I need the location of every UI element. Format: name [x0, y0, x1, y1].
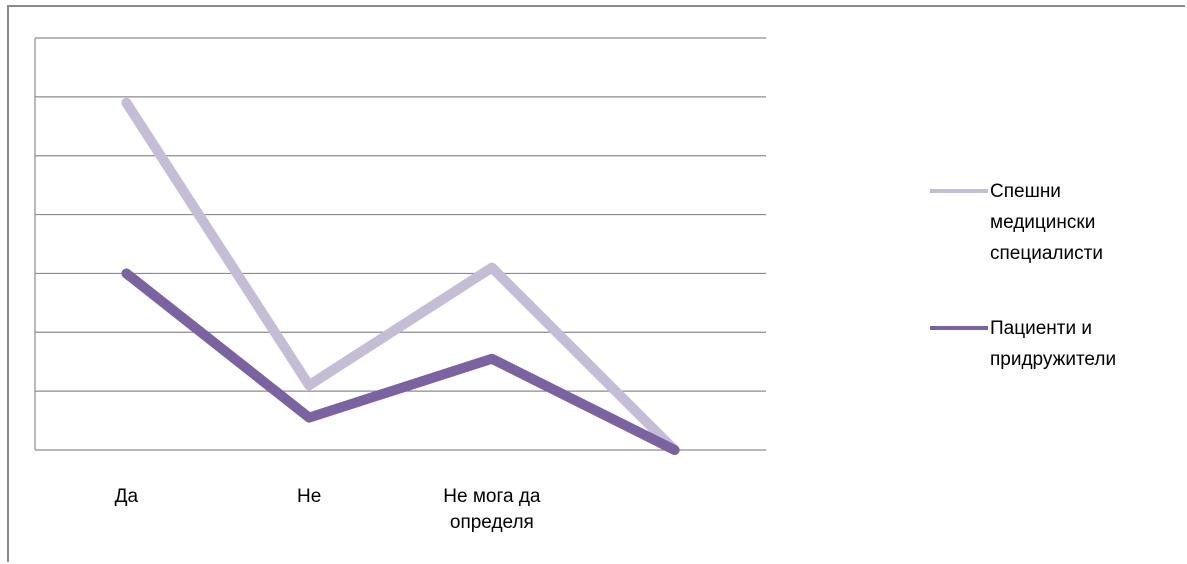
legend-label: Спешни — [990, 181, 1061, 202]
legend-label: придружители — [990, 349, 1116, 370]
legend-label: медицински — [990, 212, 1095, 233]
legend-label: Пациенти и — [990, 318, 1092, 339]
x-tick-label: Не мога да — [443, 486, 541, 507]
x-tick-label: определя — [450, 512, 534, 533]
legend-label: специалисти — [990, 243, 1103, 264]
series-line-2 — [121, 268, 680, 455]
x-axis-labels: Да Не Не мога да определя — [115, 486, 541, 533]
series-line-1 — [121, 97, 680, 455]
series-lines — [121, 97, 680, 455]
x-tick-label: Да — [115, 486, 139, 507]
chart-frame — [7, 5, 1185, 562]
x-tick-label: Не — [297, 486, 321, 507]
legend: Спешни медицински специалисти Пациенти и при… — [930, 181, 1116, 370]
